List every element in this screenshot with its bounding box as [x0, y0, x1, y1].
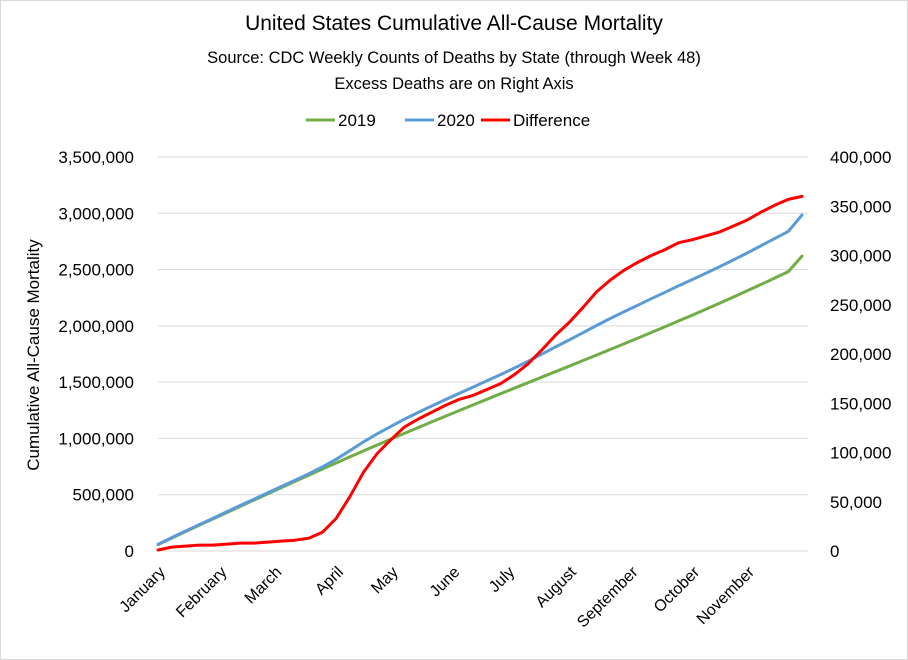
y-tick-label-right: 300,000 — [830, 247, 891, 266]
y-tick-label-right: 350,000 — [830, 197, 891, 216]
chart-subtitle-secondary: Excess Deaths are on Right Axis — [334, 75, 573, 93]
legend-item-2020: 2020 — [405, 111, 475, 130]
legend-item-difference: Difference — [481, 111, 590, 130]
legend-label: 2019 — [338, 111, 376, 130]
y-tick-label-right: 0 — [830, 542, 839, 561]
x-axis: January February March April May June July Augu… — [117, 563, 759, 631]
y-tick-label-left: 3,000,000 — [58, 204, 134, 223]
y-tick-label-left: 2,500,000 — [58, 261, 134, 280]
y-tick-label-right: 200,000 — [830, 345, 891, 364]
x-tick-label: November — [694, 563, 759, 628]
y-tick-label-right: 100,000 — [830, 444, 891, 463]
legend: 2019 2020 Difference — [306, 111, 590, 130]
y-tick-label-right: 250,000 — [830, 296, 891, 315]
x-tick-label: October — [651, 563, 704, 616]
x-tick-label: July — [486, 564, 518, 596]
legend-item-2019: 2019 — [306, 111, 376, 130]
y-tick-label-left: 500,000 — [73, 486, 134, 505]
series-line-2019 — [156, 254, 804, 546]
chart-subtitle: Source: CDC Weekly Counts of Deaths by S… — [207, 49, 701, 67]
series-lines — [156, 194, 804, 552]
y-axis-title: Cumulative All-Cause Mortality — [24, 239, 43, 471]
y-tick-label-right: 150,000 — [830, 394, 891, 413]
legend-label: 2020 — [437, 111, 475, 130]
series-line-2020 — [156, 213, 804, 546]
y-tick-label-right: 50,000 — [830, 493, 882, 512]
x-tick-label: April — [312, 564, 347, 599]
x-tick-label: September — [574, 563, 642, 631]
x-tick-label: May — [368, 564, 401, 597]
legend-label: Difference — [513, 111, 590, 130]
y-axis-right: 0 50,000 100,000 150,000 200,000 250,000 300,0… — [830, 148, 891, 561]
y-tick-label-left: 1,500,000 — [58, 373, 134, 392]
x-tick-label: June — [427, 564, 464, 601]
y-axis-left: 0 500,000 1,000,000 1,500,000 2,000,000 2,500… — [58, 148, 134, 561]
x-tick-label: March — [242, 564, 285, 607]
x-tick-label: August — [533, 563, 581, 611]
y-tick-label-left: 2,000,000 — [58, 317, 134, 336]
y-tick-label-right: 400,000 — [830, 148, 891, 167]
chart-title: United States Cumulative All-Cause Morta… — [245, 12, 663, 35]
y-tick-label-left: 0 — [125, 542, 134, 561]
series-line-difference — [156, 194, 804, 552]
gridlines — [158, 156, 808, 552]
y-tick-label-left: 1,000,000 — [58, 429, 134, 448]
x-tick-label: February — [173, 564, 230, 621]
x-tick-label: January — [117, 564, 169, 616]
y-tick-label-left: 3,500,000 — [58, 148, 134, 167]
